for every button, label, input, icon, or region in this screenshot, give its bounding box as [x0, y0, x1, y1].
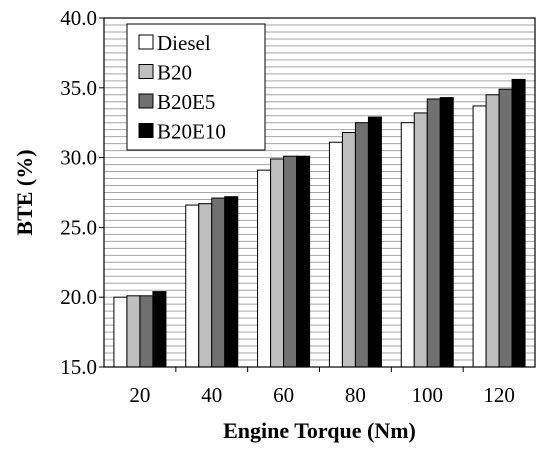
bar-b20e5-60 — [283, 155, 298, 368]
bar-b20e5-40 — [211, 197, 226, 368]
y-axis-title: BTE (%) — [12, 149, 37, 235]
legend-swatch-b20e10 — [138, 123, 154, 138]
bar-diesel-20 — [113, 296, 128, 368]
bar-diesel-100 — [400, 122, 415, 368]
x-axis-title: Engine Torque (Nm) — [223, 418, 416, 443]
bar-diesel-40 — [185, 204, 200, 368]
legend-label-diesel: Diesel — [157, 31, 211, 55]
x-tick-label: 80 — [345, 383, 366, 407]
bar-b20e10-80 — [367, 116, 382, 368]
y-tick-label: 15.0 — [60, 355, 97, 379]
legend-label-b20e10: B20E10 — [157, 120, 226, 144]
bar-diesel-60 — [257, 169, 272, 368]
y-tick-label: 35.0 — [60, 76, 97, 100]
gridlines — [104, 24, 535, 361]
legend-swatch-diesel — [138, 34, 154, 50]
bar-b20e10-60 — [296, 155, 311, 368]
y-tick-label: 30.0 — [60, 146, 97, 170]
bar-b20e5-100 — [426, 98, 441, 368]
legend-swatch-b20e5 — [138, 93, 154, 109]
bar-diesel-80 — [328, 141, 343, 368]
bar-b20e5-20 — [139, 295, 154, 368]
y-tick-label: 20.0 — [60, 285, 97, 309]
x-tick-label: 120 — [483, 383, 515, 407]
y-tick-label: 25.0 — [60, 215, 97, 239]
legend-label-b20e5: B20E5 — [157, 90, 215, 114]
x-tick-label: 60 — [273, 383, 294, 407]
axis-ticks: 15.0 20.0 25.0 30.0 35.0 40.0 20 40 60 80 100 120 — [60, 6, 515, 407]
bar-diesel-120 — [472, 105, 487, 368]
bar-b20-120 — [485, 94, 500, 368]
bar-b20e10-40 — [224, 196, 239, 368]
legend-label-b20: B20 — [157, 61, 192, 85]
bar-b20e5-120 — [498, 88, 513, 368]
bar-b20-80 — [341, 131, 356, 368]
x-tick-label: 20 — [129, 383, 150, 407]
x-tick-label: 40 — [201, 383, 222, 407]
bar-b20e10-100 — [439, 97, 454, 368]
bar-b20e10-20 — [152, 291, 167, 368]
bar-b20-60 — [270, 158, 285, 368]
bar-b20-100 — [413, 112, 428, 368]
bar-b20-40 — [198, 203, 213, 368]
x-tick-label: 100 — [412, 383, 444, 407]
legend: Diesel B20 B20E5 B20E10 — [126, 23, 266, 151]
bar-b20e10-120 — [511, 78, 526, 368]
bar-b20e5-80 — [354, 122, 369, 368]
bar-b20-20 — [126, 295, 141, 368]
bars — [113, 78, 526, 368]
y-tick-label: 40.0 — [60, 6, 97, 30]
legend-swatch-b20 — [138, 64, 154, 79]
